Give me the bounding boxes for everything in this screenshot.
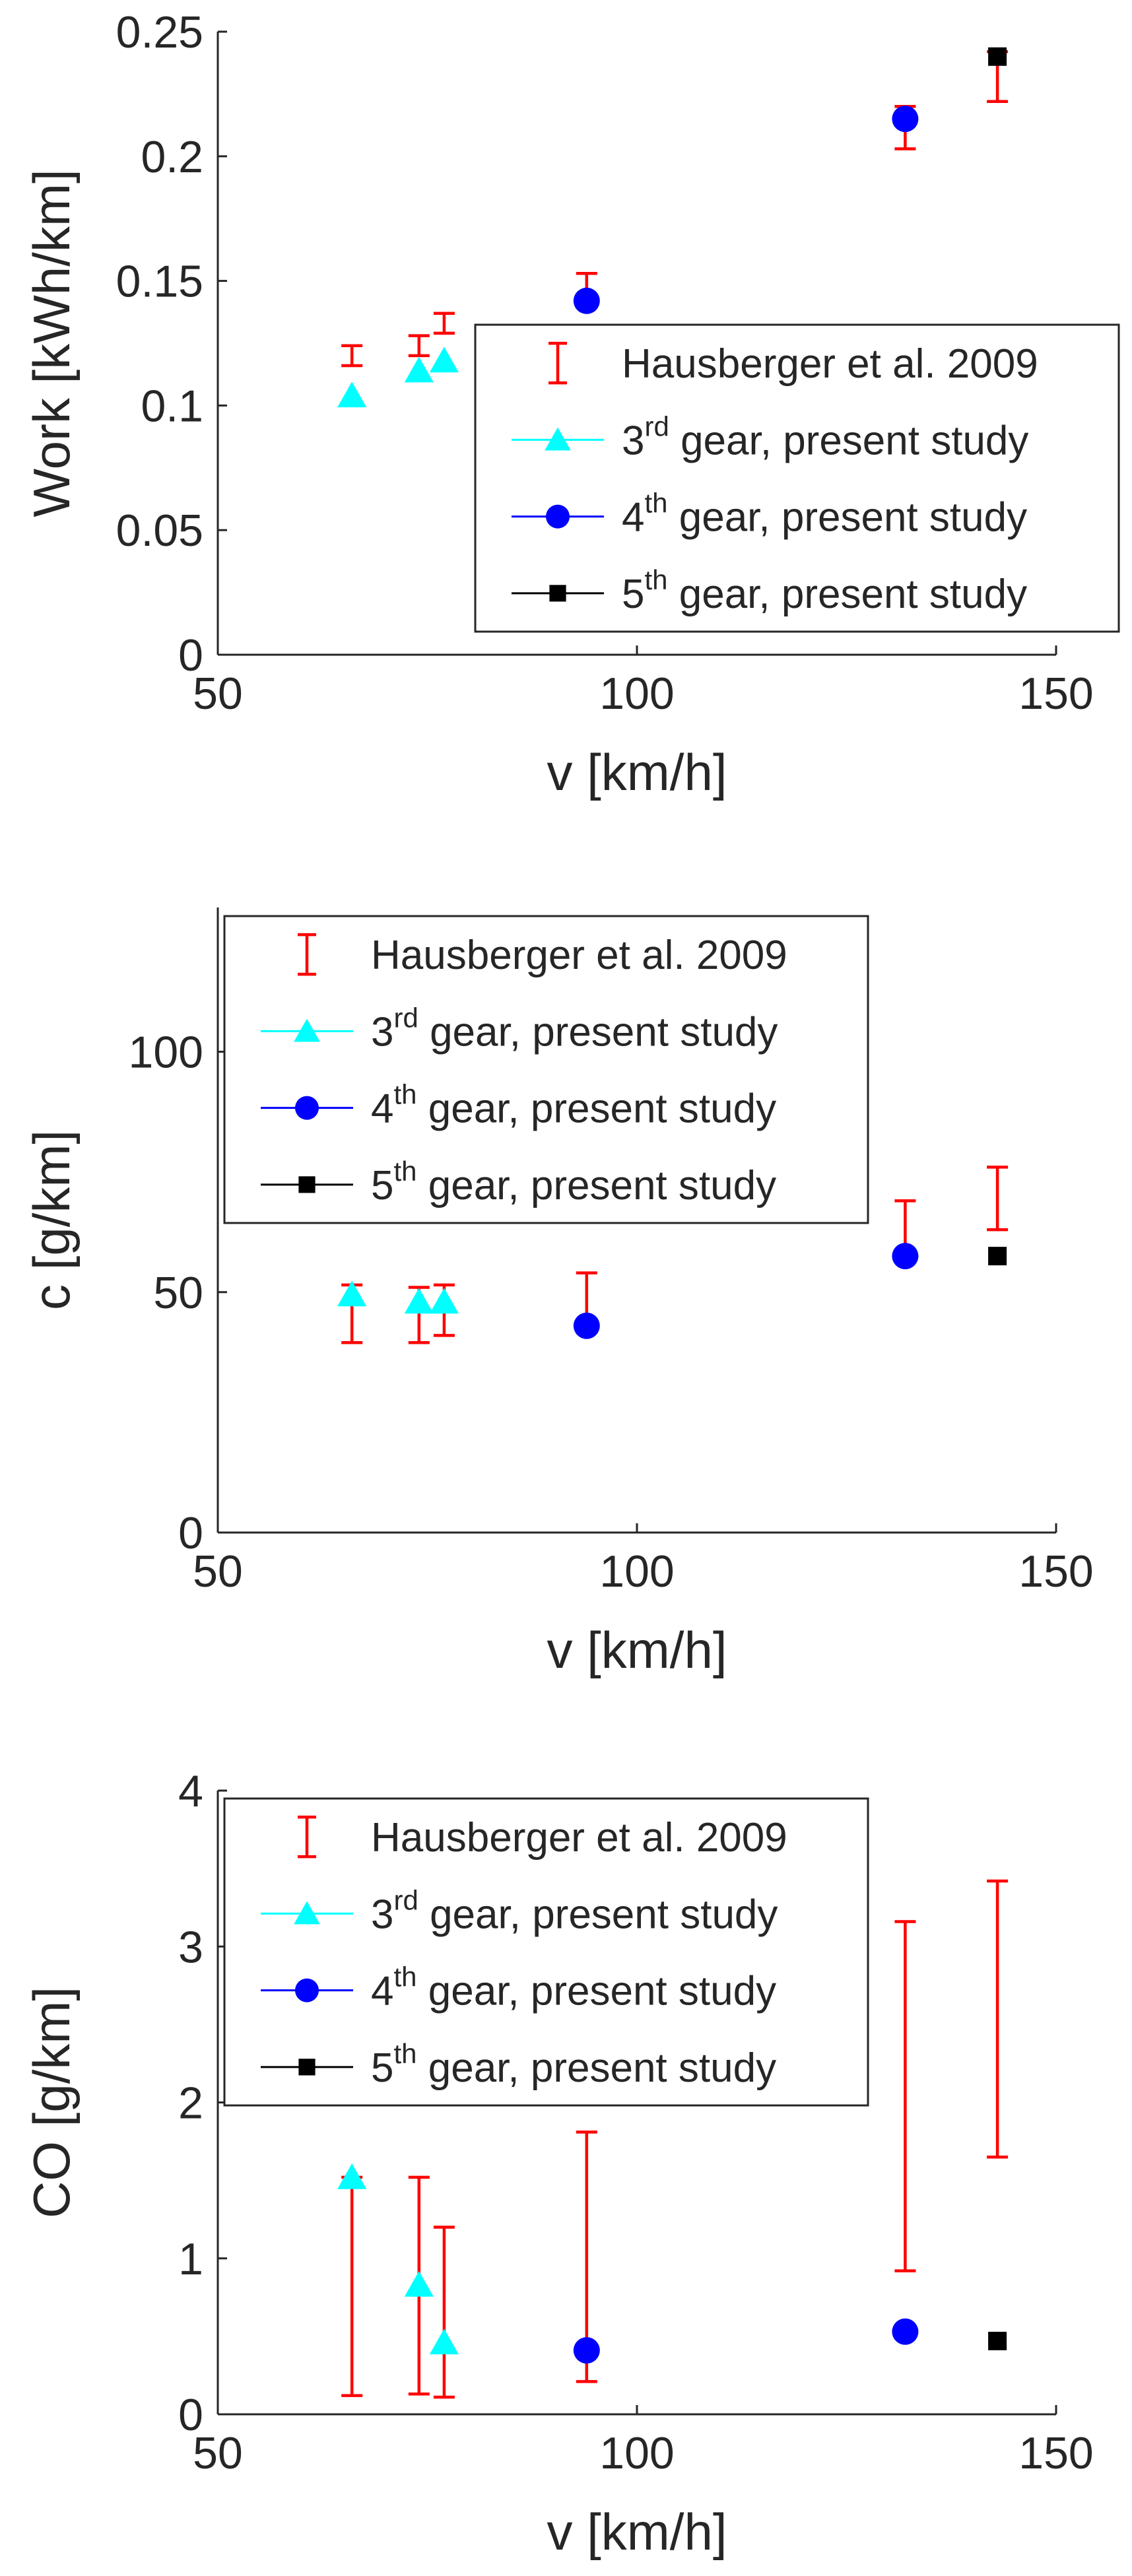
gear3-point [429, 1288, 459, 1314]
legend-label: 5th gear, present study [622, 564, 1027, 617]
legend-marker-gear4 [295, 1978, 319, 2002]
legend-label: 3rd gear, present study [371, 1002, 778, 1055]
y-tick-label: 0.1 [141, 381, 203, 431]
gear3-point [337, 1280, 367, 1307]
legend-marker-gear4 [546, 504, 570, 529]
y-tick-label: 0.15 [116, 257, 203, 307]
legend-item-gear4: 4th gear, present study [512, 488, 1027, 541]
legend-item-gear3: 3rd gear, present study [512, 411, 1028, 463]
x-tick-label: 50 [193, 2428, 243, 2478]
x-tick-label: 100 [599, 1546, 674, 1597]
legend-label: 4th gear, present study [371, 1962, 776, 2014]
y-tick-label: 0 [178, 630, 203, 680]
legend-item-hausberger: Hausberger et al. 2009 [298, 1815, 787, 1861]
legend-item-hausberger: Hausberger et al. 2009 [549, 341, 1038, 387]
x-tick-label: 50 [193, 1546, 243, 1597]
gear3-point [404, 356, 434, 383]
y-tick-label: 4 [178, 1766, 203, 1816]
legend-label: Hausberger et al. 2009 [622, 341, 1038, 387]
legend-item-gear4: 4th gear, present study [261, 1079, 776, 1132]
legend-marker-gear5 [549, 585, 566, 602]
legend-marker-gear4 [295, 1096, 319, 1120]
legend-box [474, 323, 1120, 633]
gear4-point [892, 106, 919, 133]
co-chart: 50 100 150 0 1 2 3 4 v [km/h] CO [g/km] Hausberger… [22, 1766, 1094, 2561]
y-axis-label: CO [g/km] [22, 1987, 81, 2218]
y-tick-label: 100 [129, 1028, 203, 1078]
errorbar [341, 344, 363, 368]
gear3-point [404, 1288, 434, 1314]
gear3-point [429, 347, 459, 373]
errorbar [987, 1879, 1009, 2159]
y-tick-label: 2 [178, 2078, 203, 2129]
gear4-point [573, 2337, 600, 2364]
legend-marker-gear3 [294, 1901, 320, 1925]
x-axis-label: v [km/h] [547, 743, 727, 801]
y-tick-label: 3 [178, 1922, 203, 1972]
y-tick-label: 0 [178, 1508, 203, 1558]
gear4-point [892, 2318, 919, 2345]
legend-marker-gear3 [545, 427, 571, 451]
gear3-point [429, 2328, 459, 2355]
legend-label: 4th gear, present study [622, 488, 1027, 541]
legend-item-gear5: 5th gear, present study [512, 564, 1027, 617]
gear5-point [988, 2331, 1007, 2350]
errorbar [341, 2175, 363, 2397]
gear3-point [404, 2270, 434, 2297]
legend-label: 5th gear, present study [371, 1156, 776, 1208]
y-tick-label: 0.25 [116, 7, 203, 57]
legend-item-gear3: 3rd gear, present study [261, 1884, 778, 1937]
legend-item-gear4: 4th gear, present study [261, 1962, 776, 2014]
legend-label: 3rd gear, present study [371, 1884, 778, 1937]
gear4-point [892, 1243, 919, 1270]
x-tick-label: 50 [193, 669, 243, 719]
y-tick-label: 50 [153, 1268, 203, 1318]
legend-label: 4th gear, present study [371, 1079, 776, 1132]
x-axis-label: v [km/h] [547, 2503, 727, 2561]
legend-marker-gear5 [298, 2059, 316, 2076]
legend: Hausberger et al. 2009 3rd gear, present … [474, 323, 1120, 633]
x-tick-label: 150 [1018, 669, 1093, 719]
y-tick-label: 0.05 [116, 506, 203, 556]
y-axis-label: Work [kWh/km] [22, 169, 81, 517]
errorbar [433, 2226, 455, 2399]
errorbar [894, 1920, 916, 2272]
x-tick-label: 100 [599, 2428, 674, 2478]
errorbar [408, 334, 430, 358]
gear5-point [988, 47, 1007, 66]
legend-label: Hausberger et al. 2009 [371, 1815, 787, 1861]
legend-label: 3rd gear, present study [622, 411, 1028, 463]
legend-marker-gear3 [294, 1018, 320, 1042]
legend-item-hausberger: Hausberger et al. 2009 [298, 933, 787, 978]
gear5-point [988, 1247, 1007, 1266]
y-tick-label: 0 [178, 2390, 203, 2440]
errorbar [987, 1166, 1009, 1232]
errorbar [433, 312, 455, 335]
legend-box [223, 915, 869, 1224]
y-tick-label: 0.2 [141, 132, 203, 182]
x-tick-label: 150 [1018, 2428, 1093, 2478]
legend: Hausberger et al. 2009 3rd gear, present … [223, 915, 869, 1224]
gear4-point [573, 1312, 600, 1339]
legend-item-gear5: 5th gear, present study [261, 2038, 776, 2091]
x-tick-label: 100 [599, 669, 674, 719]
work-chart: 50 100 150 0 0.05 0.1 0.15 0.2 0.25 v [km/h] Work … [22, 7, 1120, 801]
legend-marker-gear5 [298, 1176, 316, 1193]
legend-item-gear5: 5th gear, present study [261, 1156, 776, 1208]
gear3-point [337, 381, 367, 408]
legend-label: Hausberger et al. 2009 [371, 933, 787, 978]
x-axis-label: v [km/h] [547, 1621, 727, 1679]
x-tick-label: 150 [1018, 1546, 1093, 1597]
gear4-point [573, 287, 600, 314]
legend-label: 5th gear, present study [371, 2038, 776, 2091]
y-tick-label: 1 [178, 2234, 203, 2284]
gear3-point [337, 2163, 367, 2189]
legend-item-gear3: 3rd gear, present study [261, 1002, 778, 1055]
legend-box [223, 1797, 869, 2107]
y-axis-label: c [g/km] [22, 1130, 81, 1310]
legend: Hausberger et al. 2009 3rd gear, present … [223, 1797, 869, 2107]
